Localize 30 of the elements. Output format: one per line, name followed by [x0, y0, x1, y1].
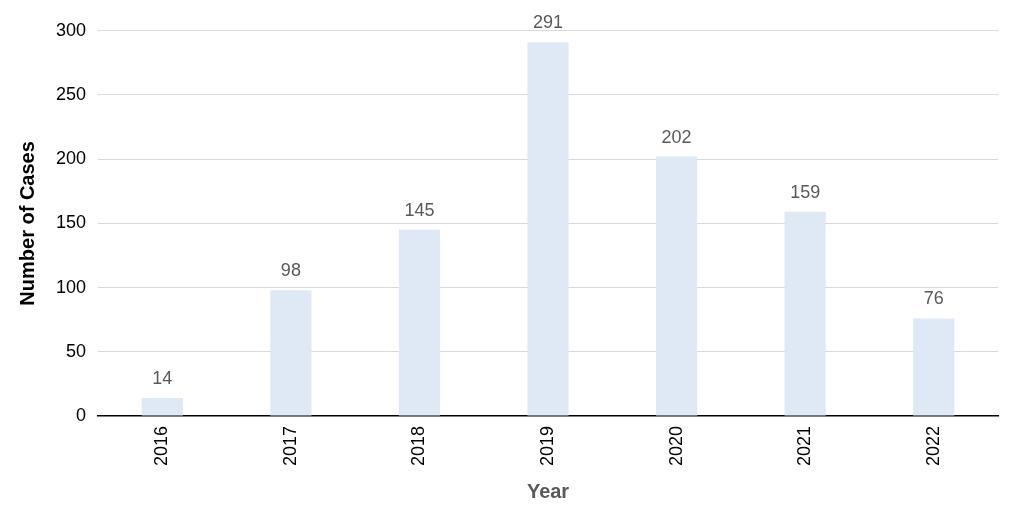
data-label: 14 — [152, 367, 173, 388]
data-label: 98 — [280, 260, 301, 281]
x-tick-label: 2018 — [408, 425, 429, 466]
bar — [913, 318, 955, 416]
data-label: 159 — [790, 181, 821, 202]
bar — [398, 229, 441, 416]
bar — [270, 290, 312, 416]
x-tick-label: 2022 — [922, 425, 943, 466]
bar — [656, 156, 698, 416]
data-label: 145 — [404, 199, 435, 220]
y-tick-label: 250 — [55, 83, 87, 104]
y-tick-label: 0 — [76, 404, 87, 425]
x-tick-label: 2019 — [536, 425, 557, 466]
data-label: 291 — [532, 12, 564, 33]
y-tick-label: 50 — [66, 340, 87, 361]
bar — [784, 211, 826, 416]
bar — [527, 42, 569, 416]
y-tick-label: 200 — [55, 148, 87, 169]
y-tick-label: 300 — [55, 19, 87, 40]
y-axis-title: Number of Cases — [15, 141, 38, 306]
x-tick-label: 2021 — [794, 425, 815, 466]
x-tick-label: 2017 — [279, 425, 300, 466]
x-tick-label: 2020 — [665, 425, 686, 466]
bar — [141, 397, 183, 416]
data-label: 76 — [923, 288, 944, 309]
x-axis-title: Year — [526, 479, 570, 502]
y-tick-label: 150 — [55, 212, 87, 233]
x-tick-label: 2016 — [151, 425, 172, 466]
data-label: 202 — [661, 126, 692, 147]
y-tick-label: 100 — [55, 276, 87, 297]
